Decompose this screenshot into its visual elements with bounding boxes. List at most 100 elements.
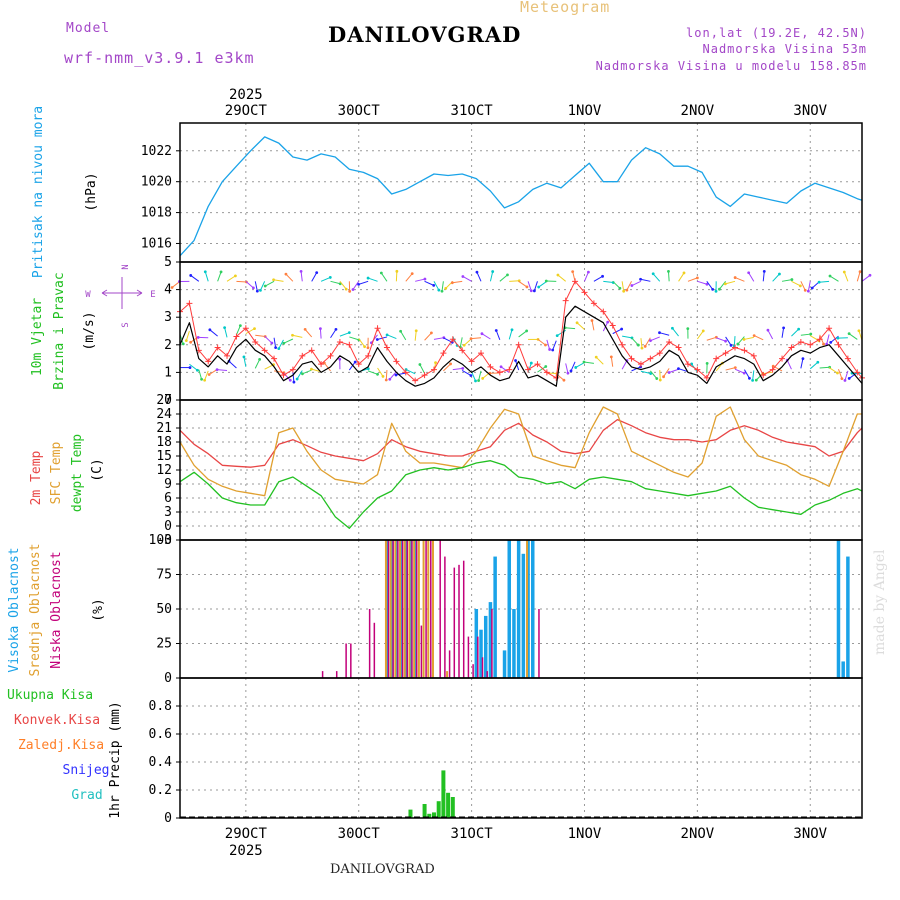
wind-arrow-2-43 bbox=[584, 271, 589, 282]
wind-arrow-1-5 bbox=[224, 327, 228, 338]
wind-arrowhead-2-60 bbox=[733, 276, 737, 279]
wind-arrow-1-39 bbox=[546, 339, 551, 350]
bottom-day-label-3NOV: 3NOV bbox=[793, 826, 827, 842]
wind-arrow-0-12 bbox=[292, 372, 295, 383]
wind-arrowhead-1-38 bbox=[544, 343, 547, 347]
temp-title-sfc: SFC Temp bbox=[49, 442, 64, 505]
wind-arrow-0-51 bbox=[659, 370, 661, 381]
pressure-title: Pritisak na nivou mora bbox=[31, 106, 46, 278]
wind-arrowhead-2-50 bbox=[639, 277, 642, 281]
ytick-label-4-0: 0 bbox=[164, 811, 172, 826]
wind-arrowhead-1-62 bbox=[752, 334, 756, 338]
wind-arrow-0-60 bbox=[743, 369, 750, 379]
wind-gust-mark-13 bbox=[299, 352, 306, 359]
wind-arrow-2-48 bbox=[626, 281, 632, 291]
ytick-label-3-100: 100 bbox=[149, 533, 172, 548]
wind-gust-mark-3 bbox=[205, 358, 212, 365]
cloud-bar-2-15 bbox=[430, 540, 432, 678]
wind-arrow-1-7 bbox=[245, 328, 255, 335]
model-label: Model bbox=[66, 21, 111, 36]
wind-arrow-2-66 bbox=[800, 281, 806, 291]
wind-arrowhead-2-3 bbox=[203, 270, 207, 274]
wind-arrowhead-2-42 bbox=[571, 270, 575, 274]
wind-arrowhead-1-61 bbox=[742, 338, 746, 341]
wind-arrow-2-44 bbox=[593, 275, 603, 282]
ytick-label-0-1022: 1022 bbox=[141, 144, 172, 159]
panel-frame-0 bbox=[179, 122, 863, 263]
wind-gust-mark-59 bbox=[732, 344, 739, 351]
wind-arrowhead-2-47 bbox=[622, 289, 626, 293]
top-day-label-30OCT: 30OCT bbox=[338, 103, 381, 119]
cloud-bar-2-0 bbox=[321, 671, 324, 678]
wind-arrow-2-14 bbox=[311, 272, 318, 282]
wind-arrow-1-6 bbox=[235, 325, 241, 336]
wind-arrow-0-14 bbox=[302, 369, 312, 375]
wind-arrow-1-32 bbox=[471, 337, 482, 340]
wind-arrowhead-1-54 bbox=[686, 327, 690, 330]
precip-ylabel: 1hr Precip (mm) bbox=[108, 701, 123, 818]
wind-arrowhead-1-31 bbox=[462, 343, 466, 347]
wind-arrowhead-1-66 bbox=[809, 332, 813, 336]
precip-bar-5 bbox=[436, 801, 441, 818]
wind-arrowhead-2-67 bbox=[806, 289, 810, 293]
cloud-bar-1-0 bbox=[384, 540, 387, 678]
footer-station: DANILOVGRAD bbox=[330, 862, 435, 877]
wind-gust-mark-67 bbox=[807, 341, 814, 348]
pressure-line bbox=[179, 136, 863, 257]
wind-arrow-0-26 bbox=[419, 364, 426, 374]
wind-arrow-1-30 bbox=[459, 337, 463, 348]
wind-arrowhead-1-1 bbox=[184, 339, 188, 343]
wind-arrow-1-43 bbox=[576, 322, 585, 330]
wind-arrow-2-46 bbox=[612, 280, 621, 289]
wind-arrow-0-69 bbox=[828, 367, 838, 374]
cloud-bar-0-13 bbox=[507, 540, 511, 678]
wind-gust-mark-12 bbox=[289, 366, 296, 373]
wind-arrow-0-6 bbox=[228, 360, 237, 369]
wind-gust-mark-35 bbox=[506, 366, 513, 373]
wind-arrow-1-35 bbox=[508, 329, 513, 340]
wind-arrow-0-16 bbox=[323, 362, 331, 372]
wind-arrow-1-9 bbox=[264, 335, 273, 344]
wind-arrow-1-47 bbox=[622, 335, 633, 339]
wind-arrowhead-2-31 bbox=[461, 275, 465, 278]
wind-arrow-0-25 bbox=[405, 369, 416, 375]
wind-arrowhead-1-46 bbox=[620, 327, 624, 331]
wind-arrowhead-0-37 bbox=[529, 361, 533, 365]
wind-arrow-1-1 bbox=[185, 330, 190, 341]
wind-arrow-2-21 bbox=[367, 277, 378, 282]
wind-arrowhead-0-11 bbox=[288, 378, 292, 382]
wind-gust-mark-40 bbox=[553, 374, 560, 381]
cloud-bar-1-7 bbox=[417, 540, 420, 678]
bottom-day-label-30OCT: 30OCT bbox=[338, 826, 381, 842]
wind-arrow-1-63 bbox=[767, 329, 774, 340]
wind-gust-mark-69 bbox=[826, 325, 833, 332]
elevation-label: Nadmorska Visina 53m bbox=[702, 42, 867, 56]
ytick-label-2-3: 3 bbox=[164, 505, 172, 520]
wind-gust-mark-14 bbox=[308, 347, 315, 354]
wind-gust-mark-7 bbox=[242, 325, 249, 332]
wind-arrowhead-0-36 bbox=[514, 359, 517, 362]
wind-arrowhead-2-56 bbox=[711, 288, 715, 291]
wind-arrow-0-48 bbox=[631, 366, 641, 372]
wind-gust-mark-1 bbox=[186, 300, 193, 307]
wind-arrow-2-10 bbox=[265, 280, 275, 287]
cloud-bar-0-15 bbox=[516, 540, 521, 678]
wind-arrowhead-2-24 bbox=[410, 272, 414, 276]
wind-arrowhead-2-28 bbox=[440, 289, 444, 293]
wind-arrow-1-60 bbox=[737, 336, 745, 345]
wind-arrowhead-1-49 bbox=[640, 346, 644, 350]
cloud-bar-0-12 bbox=[502, 650, 507, 678]
wind-arrow-2-20 bbox=[358, 280, 369, 285]
wind-arrow-1-42 bbox=[565, 327, 576, 330]
wind-arrow-1-49 bbox=[640, 338, 643, 349]
wind-arrow-0-49 bbox=[640, 370, 651, 375]
ytick-label-1-0: 0 bbox=[164, 393, 172, 408]
wind-gust-mark-51 bbox=[656, 350, 663, 357]
wind-gust-mark-48 bbox=[628, 355, 635, 362]
wind-arrowhead-2-35 bbox=[517, 279, 521, 283]
wind-arrowhead-2-58 bbox=[718, 287, 721, 291]
wind-arrowhead-0-56 bbox=[705, 361, 709, 365]
wind-arrowhead-2-4 bbox=[219, 270, 223, 274]
wind-gust-mark-52 bbox=[666, 339, 673, 346]
wind-arrow-1-64 bbox=[781, 327, 785, 338]
